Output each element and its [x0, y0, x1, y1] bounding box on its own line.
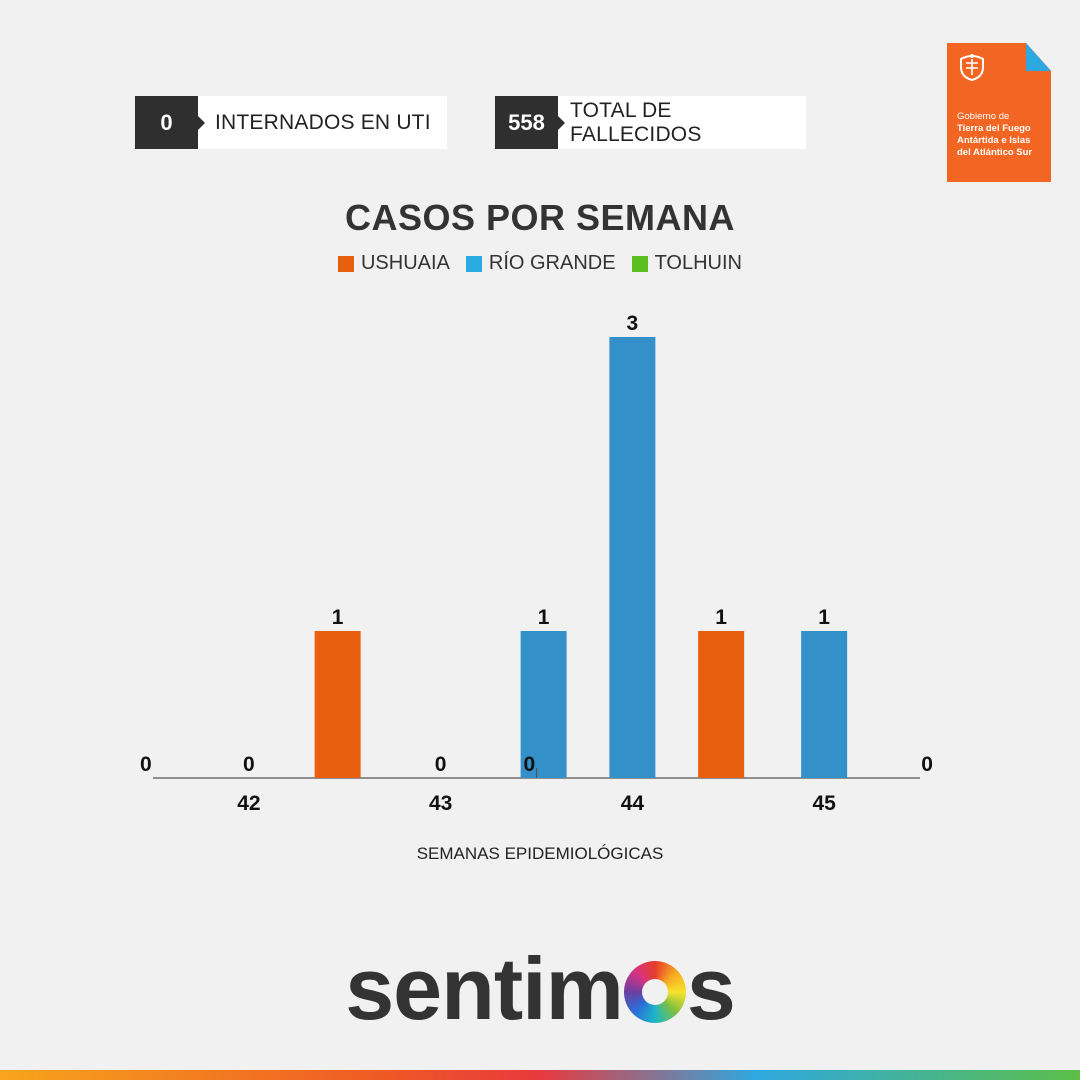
gov-line-2: Tierra del Fuego — [957, 123, 1031, 134]
gradient-footer-bar — [0, 1070, 1080, 1080]
uti-label: INTERNADOS EN UTI — [198, 96, 447, 149]
legend-item-ushuaia: USHUAIA — [337, 252, 450, 275]
x-tick-label: 45 — [812, 792, 836, 815]
color-wheel-icon — [623, 961, 686, 1023]
legend-label-tolhuin: TOLHUIN — [654, 252, 742, 274]
uti-count: 0 — [135, 96, 205, 149]
bar-value-label: 0 — [435, 753, 447, 776]
coat-of-arms-icon — [960, 54, 984, 81]
bar-value-label: 0 — [921, 753, 933, 776]
gov-line-1: Gobierno de — [957, 111, 1010, 122]
brand-text-start: sentim — [345, 939, 624, 1038]
bar-45-2 — [801, 631, 848, 778]
legend-swatch-rio-grande — [465, 255, 482, 272]
legend-swatch-ushuaia — [337, 255, 354, 272]
legend-item-rio-grande: RÍO GRANDE — [465, 252, 616, 275]
deaths-stat: 558 TOTAL DE FALLECIDOS — [495, 96, 806, 149]
gov-line-4: del Atlántico Sur — [957, 147, 1033, 158]
bar-value-label: 1 — [715, 606, 727, 629]
bar-43-3 — [520, 631, 567, 778]
legend-label-rio-grande: RÍO GRANDE — [488, 252, 616, 274]
x-tick-label: 43 — [429, 792, 452, 815]
bar-value-label: 0 — [524, 753, 536, 776]
sentimos-logo: sentim s — [0, 938, 1080, 1040]
deaths-count: 558 — [495, 96, 565, 149]
x-axis-title: SEMANAS EPIDEMIOLÓGICAS — [417, 844, 664, 863]
bar-value-label: 1 — [818, 606, 830, 629]
bar-chart: 00042101430304411045SEMANAS EPIDEMIOLÓGI… — [140, 312, 933, 863]
bar-43-1 — [314, 631, 361, 778]
chart-title: CASOS POR SEMANA — [344, 197, 736, 238]
legend-item-tolhuin: TOLHUIN — [631, 252, 742, 275]
legend-label-ushuaia: USHUAIA — [360, 252, 450, 274]
bar-44-2 — [609, 337, 656, 778]
legend-swatch-tolhuin — [631, 255, 648, 272]
uti-stat: 0 INTERNADOS EN UTI — [135, 96, 447, 149]
brand-text-end: s — [686, 939, 736, 1038]
bar-value-label: 1 — [538, 606, 550, 629]
bar-value-label: 0 — [243, 753, 255, 776]
bar-value-label: 1 — [332, 606, 344, 629]
gov-line-3: Antártida e Islas — [957, 135, 1031, 146]
bar-value-label: 0 — [140, 753, 152, 776]
chart-legend: USHUAIA RÍO GRANDE TOLHUIN — [0, 252, 1080, 275]
deaths-label: TOTAL DE FALLECIDOS — [558, 96, 806, 149]
x-tick-label: 42 — [237, 792, 260, 815]
bar-45-1 — [698, 631, 745, 778]
bar-value-label: 3 — [627, 312, 639, 335]
x-tick-label: 44 — [621, 792, 645, 815]
